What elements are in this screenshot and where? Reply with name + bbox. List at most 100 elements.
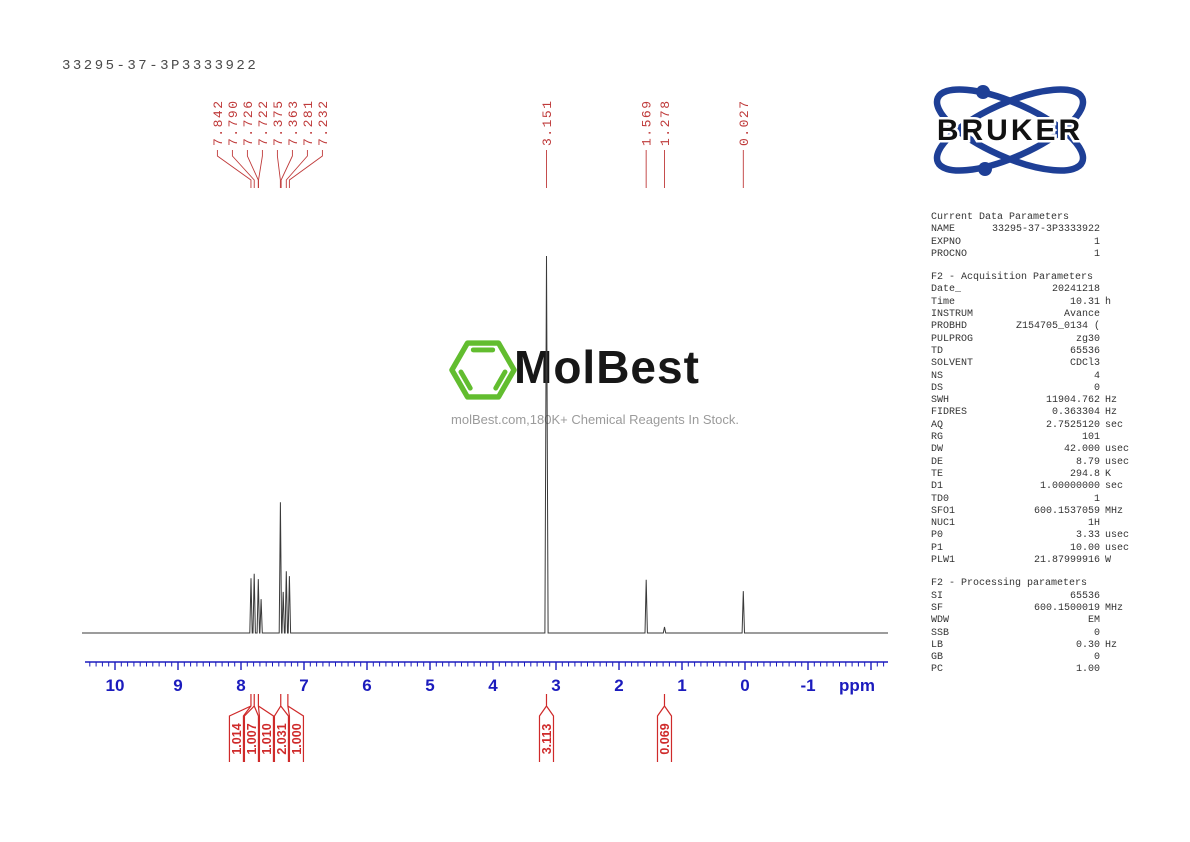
- param-label: AQ: [931, 419, 944, 431]
- param-unit: usec: [1105, 456, 1130, 468]
- param-value: 1: [1093, 248, 1100, 260]
- param-label: TE: [931, 468, 944, 480]
- param-row: Date_ 20241218: [931, 284, 1139, 296]
- param-label: Date_: [931, 284, 962, 296]
- param-unit: K: [1105, 468, 1112, 480]
- param-label: Time: [931, 296, 956, 308]
- param-row: P0 3.33 usec: [931, 530, 1139, 542]
- param-value: Avance: [1063, 309, 1100, 321]
- x-axis-tick-label: 5: [425, 676, 434, 695]
- param-unit: [1100, 309, 1139, 321]
- integral-value: 1.000: [290, 723, 304, 754]
- sample-title: 33295-37-3P3333922: [62, 58, 259, 74]
- param-row: SFO1 600.1537059 MHz: [931, 506, 1139, 518]
- param-row: SF 600.1500019 MHz: [931, 603, 1139, 615]
- param-row: PROBHD Z154705_0134 (: [931, 321, 1139, 333]
- integral-bracket: [656, 694, 673, 762]
- params-section-gap: [931, 261, 1141, 272]
- param-label: P1: [931, 542, 944, 554]
- peak-label-connector: [231, 150, 255, 188]
- param-unit: [1100, 358, 1139, 370]
- peak-ppm-label: 7.790: [226, 99, 241, 146]
- integral-bracket: [228, 694, 252, 762]
- spectrum-trace: [82, 255, 888, 634]
- param-unit: [1100, 615, 1139, 627]
- peak-ppm-label: 7.281: [301, 99, 316, 146]
- param-value: 0.30: [1075, 639, 1100, 651]
- param-row: PULPROG zg30: [931, 334, 1139, 346]
- params-section-header: F2 - Acquisition Parameters: [931, 272, 1094, 284]
- peak-label-connector: [280, 150, 293, 188]
- param-label: RG: [931, 432, 944, 444]
- param-label: DW: [931, 444, 944, 456]
- param-value: 11904.762: [1045, 395, 1100, 407]
- param-label: NUC1: [931, 518, 956, 530]
- param-value: 10.00: [1069, 542, 1100, 554]
- x-axis-tick-label: 4: [488, 676, 498, 695]
- param-label: LB: [931, 639, 944, 651]
- integral-bracket: [538, 694, 555, 762]
- params-section-header: F2 - Processing parameters: [931, 578, 1088, 590]
- integral-bracket: [243, 694, 260, 762]
- logo-orbit-dot-bottom: [978, 162, 992, 176]
- param-value: 8.79: [1075, 456, 1100, 468]
- param-label: P0: [931, 530, 944, 542]
- param-label: DE: [931, 456, 944, 468]
- param-row: NS 4: [931, 371, 1139, 383]
- param-label: PLW1: [931, 555, 956, 567]
- x-axis-tick-label: 0: [740, 676, 749, 695]
- param-label: PC: [931, 664, 944, 676]
- param-row: SOLVENT CDCl3: [931, 358, 1139, 370]
- param-unit: [1100, 518, 1139, 530]
- param-unit: [1100, 371, 1139, 383]
- param-unit: [1100, 224, 1139, 236]
- param-label: EXPNO: [931, 236, 962, 248]
- integral-value: 1.014: [230, 723, 244, 754]
- param-value: 294.8: [1069, 468, 1100, 480]
- param-unit: [1100, 284, 1139, 296]
- param-row: TD0 1: [931, 494, 1139, 506]
- param-unit: Hz: [1105, 407, 1118, 419]
- parameters-panel: Current Data Parameters NAME 33295-37-3P33…: [931, 212, 1141, 677]
- param-value: 0: [1093, 627, 1100, 639]
- x-axis-tick-label: 2: [614, 676, 623, 695]
- param-value: 3.33: [1075, 530, 1100, 542]
- param-row: FIDRES 0.363304 Hz: [931, 407, 1139, 419]
- integral-bracket: [273, 694, 290, 762]
- param-unit: [1100, 383, 1139, 395]
- param-row: DE 8.79 usec: [931, 457, 1139, 469]
- peak-label-connector: [288, 150, 323, 188]
- param-row: SSB 0: [931, 628, 1139, 640]
- param-unit: usec: [1105, 530, 1130, 542]
- peak-ppm-label: 1.278: [658, 99, 673, 146]
- peak-ppm-label: 1.569: [640, 99, 655, 146]
- param-value: 600.1500019: [1033, 602, 1100, 614]
- integral-value: 2.031: [275, 723, 289, 754]
- param-unit: [1100, 321, 1139, 333]
- param-row: NUC1 1H: [931, 518, 1139, 530]
- param-label: WDW: [931, 615, 950, 627]
- param-unit: h: [1105, 296, 1112, 308]
- param-row: AQ 2.7525120 sec: [931, 420, 1139, 432]
- param-value: EM: [1087, 615, 1100, 627]
- params-section-gap: [931, 567, 1141, 578]
- param-label: SSB: [931, 627, 950, 639]
- param-value: zg30: [1075, 333, 1100, 345]
- param-label: GB: [931, 652, 944, 664]
- param-unit: MHz: [1105, 602, 1124, 614]
- integral-value: 3.113: [540, 724, 554, 755]
- param-unit: [1100, 628, 1139, 640]
- peak-ppm-label: 7.842: [211, 99, 226, 146]
- integral-bracket: [257, 694, 275, 762]
- param-value: 1.00: [1075, 664, 1100, 676]
- param-unit: [1100, 652, 1139, 664]
- param-unit: [1100, 249, 1139, 261]
- param-row: PROCNO 1: [931, 249, 1139, 261]
- param-label: FIDRES: [931, 407, 968, 419]
- param-unit: usec: [1105, 444, 1130, 456]
- param-value: 0: [1093, 382, 1100, 394]
- param-row: DW 42.000 usec: [931, 444, 1139, 456]
- param-row: P1 10.00 usec: [931, 543, 1139, 555]
